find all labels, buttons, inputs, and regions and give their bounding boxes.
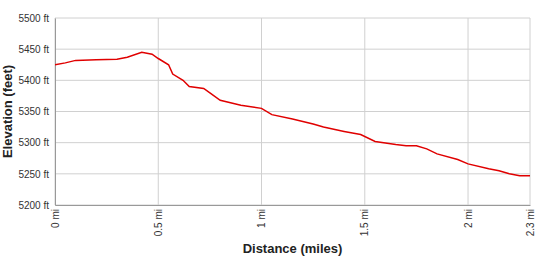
grid-line (55, 80, 530, 81)
tick: 1 mi (256, 205, 267, 228)
tick-label: 5450 ft (18, 44, 49, 55)
grid-line (158, 18, 159, 205)
tick-label: 2.3 mi (525, 209, 536, 236)
grid-line (261, 18, 262, 205)
axis-line (55, 19, 56, 206)
tick-label: 5400 ft (18, 75, 49, 86)
x-axis: 0 mi 0.5 mi 1 mi 1.5 mi 2 mi 2.3 mi (50, 205, 536, 236)
x-axis-title: Distance (miles) (243, 241, 343, 256)
tick: 5450 ft (18, 44, 55, 55)
elevation-line (55, 52, 530, 175)
plot: 5200 ft 5250 ft 5300 ft 5350 ft 5400 ft 5450 … (18, 13, 535, 237)
tick-label: 1.5 mi (359, 209, 370, 236)
grid-line (468, 18, 469, 205)
tick-label: 5200 ft (18, 200, 49, 211)
tick-label: 5300 ft (18, 137, 49, 148)
grid-line (55, 205, 530, 206)
tick: 5300 ft (18, 137, 55, 148)
y-axis: 5200 ft 5250 ft 5300 ft 5350 ft 5400 ft 5450 … (18, 13, 55, 211)
marks (55, 52, 530, 175)
tick: 2 mi (463, 205, 474, 228)
grid-line (55, 111, 530, 112)
y-axis-title: Elevation (feet) (0, 65, 15, 158)
tick-label: 1 mi (256, 209, 267, 228)
tick: 5500 ft (18, 13, 55, 24)
tick-label: 0.5 mi (153, 209, 164, 236)
tick: 0 mi (50, 205, 61, 228)
grid-line (55, 173, 530, 174)
tick: 1.5 mi (359, 205, 370, 236)
tick-label: 5350 ft (18, 106, 49, 117)
tick-label: 5250 ft (18, 169, 49, 180)
tick: 0.5 mi (153, 205, 164, 236)
grid-line (55, 18, 56, 205)
tick: 5250 ft (18, 169, 55, 180)
grid-line (55, 49, 530, 50)
grid-line (530, 18, 531, 205)
grid-line (55, 18, 530, 19)
chart: 5200 ft 5250 ft 5300 ft 5350 ft 5400 ft 5450 … (0, 0, 550, 257)
tick-label: 0 mi (50, 209, 61, 228)
axis-line (56, 205, 531, 206)
tick: 5350 ft (18, 106, 55, 117)
tick-label: 2 mi (463, 209, 474, 228)
grid-line (55, 142, 530, 143)
tick-label: 5500 ft (18, 13, 49, 24)
tick: 2.3 mi (525, 205, 536, 236)
grid-line (364, 18, 365, 205)
grid (55, 18, 530, 205)
tick: 5400 ft (18, 75, 55, 86)
